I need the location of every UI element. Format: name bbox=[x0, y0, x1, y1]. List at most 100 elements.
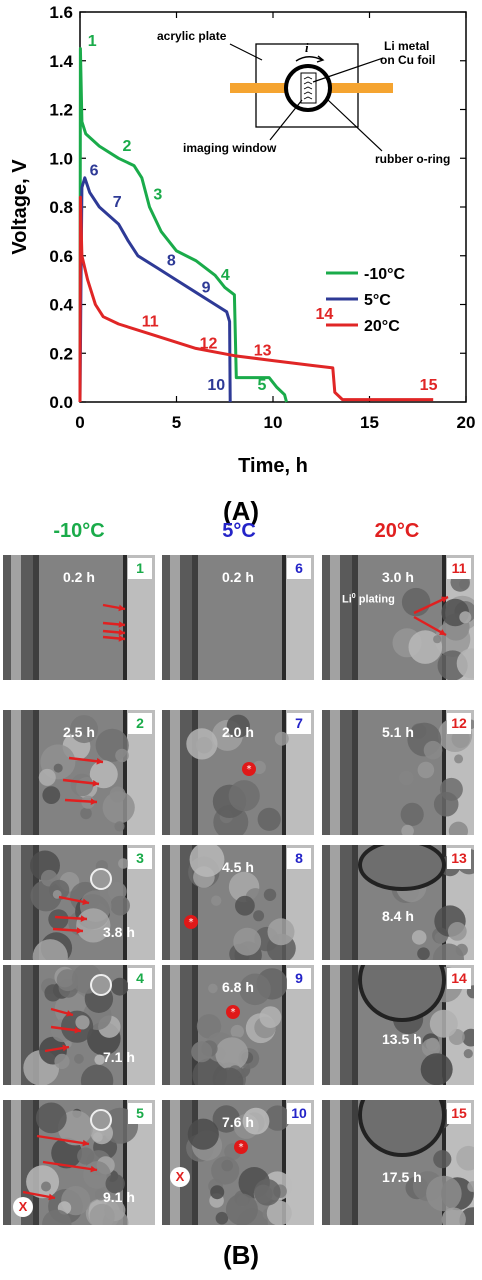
frame-number: 7 bbox=[287, 713, 311, 734]
micrograph-frame: 7 2.0 h * bbox=[162, 710, 314, 835]
inset-li-hatch bbox=[303, 86, 313, 90]
red-arrows-overlay bbox=[62, 756, 104, 805]
point-label: 7 bbox=[113, 194, 122, 211]
micrograph-frame: 2 2.5 h bbox=[3, 710, 155, 835]
voltage-time-chart: 0.00.20.40.60.81.01.21.41.60 5 10 15 20Time,… bbox=[9, 3, 476, 477]
frame-number: 13 bbox=[447, 848, 471, 869]
inset-li-hatch bbox=[303, 76, 313, 80]
frame-time-label: 8.4 h bbox=[382, 908, 414, 925]
micrograph-frame: 1 0.2 h bbox=[3, 555, 155, 680]
frame-number: 6 bbox=[287, 558, 311, 579]
panel-a-label: (A) bbox=[222, 496, 260, 526]
x-tick-label: 0 bbox=[75, 413, 84, 432]
red-arrows-overlay bbox=[52, 895, 90, 934]
x-marker: X bbox=[13, 1197, 33, 1217]
y-tick-label: 0.4 bbox=[49, 296, 73, 315]
y-tick-label: 0.2 bbox=[49, 344, 73, 363]
li-plating-superscript: 0 bbox=[351, 593, 356, 600]
li-plating-prefix: Li bbox=[342, 593, 352, 606]
x-tick-label: 20 bbox=[457, 413, 476, 432]
series-line-0 bbox=[78, 47, 288, 403]
point-label: 15 bbox=[420, 377, 438, 394]
micrograph-frame: 4 7.1 h bbox=[3, 965, 155, 1085]
li-plating-suffix: plating bbox=[355, 593, 395, 606]
inset-current-label: i bbox=[305, 40, 309, 55]
y-tick-label: 1.2 bbox=[49, 101, 73, 120]
point-label: 4 bbox=[221, 267, 230, 284]
frame-time-label: 3.0 h bbox=[382, 569, 414, 585]
frame-time-label: 4.5 h bbox=[222, 859, 254, 875]
frame-time-label: 2.5 h bbox=[63, 724, 95, 740]
inset-acrylic-pointer bbox=[229, 43, 263, 61]
point-label: 2 bbox=[122, 138, 131, 155]
inset-li-hatch bbox=[303, 96, 313, 100]
frame-time-label: 5.1 h bbox=[382, 724, 414, 740]
micrograph-frame: 6 0.2 h bbox=[162, 555, 314, 680]
inset-li-label-2: on Cu foil bbox=[380, 53, 435, 67]
reference-star-marker: * bbox=[184, 915, 198, 929]
red-arrows-overlay bbox=[413, 595, 449, 637]
li-plating-label: Li0 plating bbox=[342, 593, 395, 606]
x-tick-label: 10 bbox=[264, 413, 283, 432]
inset-li-hatch bbox=[303, 81, 313, 85]
point-label: 9 bbox=[202, 279, 211, 296]
point-label: 14 bbox=[315, 306, 333, 323]
y-tick-label: 1.0 bbox=[49, 149, 73, 168]
y-tick-label: 0.0 bbox=[49, 393, 73, 412]
frame-number: 14 bbox=[447, 968, 471, 989]
x-tick-label: 5 bbox=[172, 413, 181, 432]
y-tick-label: 0.8 bbox=[49, 198, 73, 217]
y-tick-label: 1.4 bbox=[49, 52, 73, 71]
frame-number: 12 bbox=[447, 713, 471, 734]
inset-current-arrowhead bbox=[316, 55, 325, 63]
inset-imaging-window bbox=[300, 72, 317, 104]
inset-window-label: imaging window bbox=[183, 141, 277, 155]
frame-time-label: 6.8 h bbox=[222, 979, 254, 995]
micrograph-frame: 13 8.4 h bbox=[322, 845, 474, 960]
frame-time-label: 2.0 h bbox=[222, 724, 254, 740]
frame-time-label: 9.1 h bbox=[103, 1189, 135, 1205]
point-label: 1 bbox=[88, 33, 97, 50]
frame-time-label: 7.6 h bbox=[222, 1114, 254, 1130]
point-label: 5 bbox=[258, 377, 267, 394]
y-axis-label: Voltage, V bbox=[9, 159, 31, 255]
frame-number: 11 bbox=[447, 558, 471, 579]
frame-time-label: 0.2 h bbox=[222, 569, 254, 585]
frame-number: 10 bbox=[287, 1103, 311, 1124]
point-label: 8 bbox=[167, 253, 176, 270]
x-marker: X bbox=[170, 1167, 190, 1187]
frame-number: 9 bbox=[287, 968, 311, 989]
point-label: 12 bbox=[200, 335, 218, 352]
frame-time-label: 17.5 h bbox=[382, 1168, 422, 1185]
frame-number: 8 bbox=[287, 848, 311, 869]
micrograph-frame: 3 3.8 h bbox=[3, 845, 155, 960]
inset-li-label-1: Li metal bbox=[384, 39, 429, 53]
panel-b-label: (B) bbox=[222, 1240, 260, 1270]
frame-number: 4 bbox=[128, 968, 152, 989]
frame-number: 1 bbox=[128, 558, 152, 579]
point-label: 6 bbox=[90, 162, 99, 179]
micrograph-frame: 11 3.0 h Li0 plating bbox=[322, 555, 474, 680]
micrograph-frame: 15 17.5 h bbox=[322, 1100, 474, 1225]
legend-label: -10°C bbox=[364, 266, 406, 283]
frame-time-label: 13.5 h bbox=[382, 1031, 422, 1047]
frame-number: 2 bbox=[128, 713, 152, 734]
column-header-5: 5°C bbox=[222, 520, 256, 542]
frame-time-label: 3.8 h bbox=[103, 924, 135, 940]
x-tick-label: 15 bbox=[360, 413, 379, 432]
inset-oring-label: rubber o-ring bbox=[375, 152, 450, 166]
column-header-minus10: -10°C bbox=[53, 520, 105, 542]
inset-li-hatch bbox=[303, 91, 313, 95]
legend-label: 20°C bbox=[364, 318, 400, 335]
point-label: 11 bbox=[142, 313, 159, 330]
frame-number: 5 bbox=[128, 1103, 152, 1124]
inset-acrylic-label: acrylic plate bbox=[157, 29, 227, 43]
frame-number: 3 bbox=[128, 848, 152, 869]
x-axis-label: Time, h bbox=[238, 455, 308, 477]
y-tick-label: 0.6 bbox=[49, 247, 73, 266]
micrograph-frame: 9 6.8 h * bbox=[162, 965, 314, 1085]
red-arrows-overlay bbox=[22, 1134, 98, 1201]
frame-time-label: 7.1 h bbox=[103, 1049, 135, 1065]
frame-time-label: 0.2 h bbox=[63, 569, 95, 585]
series-line-2 bbox=[78, 195, 434, 403]
